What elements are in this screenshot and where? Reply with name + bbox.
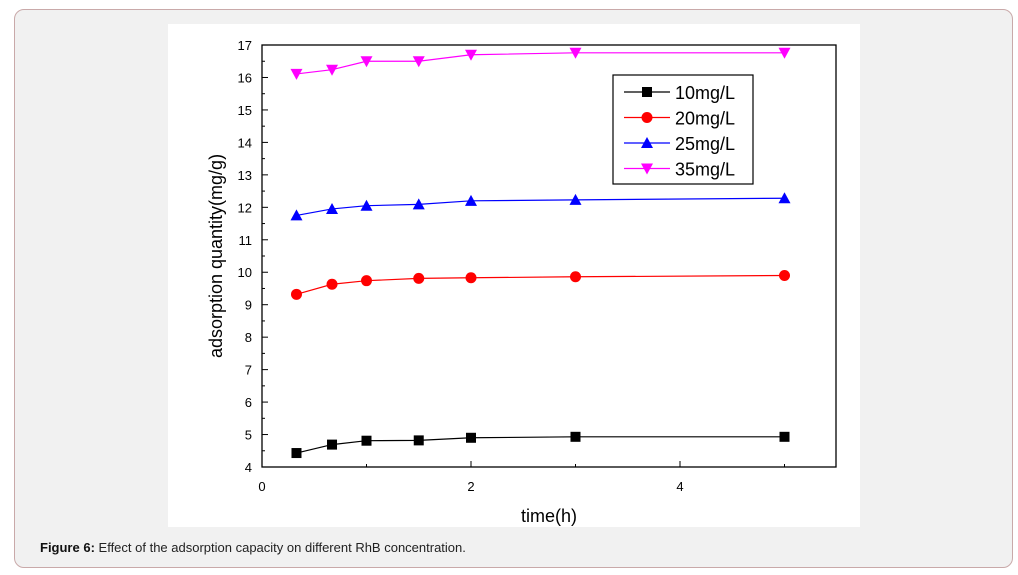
circle-marker xyxy=(641,112,653,123)
y-tick-label: 16 xyxy=(238,70,252,85)
circle-marker xyxy=(413,272,425,284)
circle-marker xyxy=(465,272,477,284)
caption-label: Figure 6: xyxy=(40,540,95,555)
y-tick-label: 12 xyxy=(238,200,252,215)
y-tick-label: 15 xyxy=(238,103,252,118)
legend-label: 20mg/L xyxy=(675,109,735,129)
triangle-up-marker xyxy=(465,194,477,206)
triangle-down-marker xyxy=(465,49,477,61)
series-25mg/L xyxy=(290,192,791,221)
square-marker xyxy=(779,431,790,442)
series-20mg/L xyxy=(290,269,790,300)
y-tick-label: 13 xyxy=(238,168,252,183)
triangle-down-marker xyxy=(290,68,303,80)
y-tick-label: 4 xyxy=(245,460,252,475)
square-marker xyxy=(361,435,372,446)
y-tick-label: 6 xyxy=(245,395,252,410)
triangle-up-marker xyxy=(326,202,339,214)
legend-label: 35mg/L xyxy=(675,160,735,180)
circle-marker xyxy=(570,271,581,283)
triangle-down-marker xyxy=(412,56,425,68)
series-line xyxy=(296,52,785,75)
series-35mg/L xyxy=(290,47,791,80)
figure-caption: Figure 6: Effect of the adsorption capac… xyxy=(40,540,466,555)
x-tick-label: 2 xyxy=(467,479,474,494)
square-marker xyxy=(642,87,652,97)
circle-marker xyxy=(326,278,338,290)
triangle-down-marker xyxy=(326,64,339,76)
triangle-up-marker xyxy=(641,137,653,148)
triangle-up-marker xyxy=(778,192,791,204)
triangle-down-marker xyxy=(641,163,653,175)
y-tick-label: 5 xyxy=(245,428,252,443)
triangle-down-marker xyxy=(569,47,582,59)
x-axis-label: time(h) xyxy=(521,506,577,526)
legend: 10mg/L 20mg/L 25mg/L 35mg/L xyxy=(612,74,754,185)
y-tick-label: 11 xyxy=(239,233,253,248)
triangle-up-marker xyxy=(360,199,373,211)
triangle-down-marker xyxy=(360,56,373,68)
caption-text: Effect of the adsorption capacity on dif… xyxy=(94,540,466,555)
triangle-down-marker xyxy=(778,47,791,59)
legend-box xyxy=(612,74,754,185)
triangle-up-marker xyxy=(412,198,425,210)
legend-label: 10mg/L xyxy=(675,83,735,103)
series-10mg/L xyxy=(291,431,790,459)
triangle-up-marker xyxy=(290,209,303,221)
y-tick-label: 17 xyxy=(238,38,252,53)
legend-label: 25mg/L xyxy=(675,134,735,154)
square-marker xyxy=(291,448,302,459)
square-marker xyxy=(466,432,476,443)
y-tick-label: 8 xyxy=(245,330,252,345)
square-marker xyxy=(570,431,581,442)
y-tick-label: 9 xyxy=(245,298,252,313)
circle-marker xyxy=(290,288,302,300)
circle-marker xyxy=(779,269,790,281)
y-tick-label: 7 xyxy=(245,363,252,378)
y-tick-label: 14 xyxy=(238,135,252,150)
x-tick-label: 4 xyxy=(676,479,683,494)
triangle-up-marker xyxy=(569,193,582,205)
y-axis-label: adsorption quantity(mg/g) xyxy=(206,154,226,358)
y-tick-label: 10 xyxy=(238,265,252,280)
x-tick-label: 0 xyxy=(258,479,265,494)
circle-marker xyxy=(361,275,372,287)
square-marker xyxy=(327,439,338,450)
square-marker xyxy=(413,435,424,446)
